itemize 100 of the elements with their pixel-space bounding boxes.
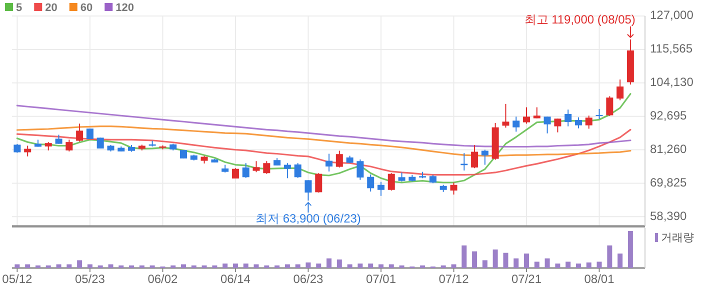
candlestick xyxy=(502,103,510,128)
bar xyxy=(35,265,40,268)
bar xyxy=(524,254,530,268)
candlestick xyxy=(606,96,614,116)
candlestick xyxy=(294,162,302,178)
bar xyxy=(451,264,456,268)
bar xyxy=(503,252,508,268)
candlestick xyxy=(367,174,374,192)
bar xyxy=(139,265,144,268)
bar xyxy=(108,264,114,268)
x-tick-label: 07/21 xyxy=(511,272,542,286)
candlestick xyxy=(96,137,104,149)
x-tick-label: 06/14 xyxy=(220,272,251,286)
candlestick xyxy=(471,144,478,169)
candlestick xyxy=(533,106,540,119)
bar xyxy=(295,264,300,268)
annotation: 최고 119,000 (08/05) xyxy=(524,12,636,26)
candlestick xyxy=(315,172,322,194)
candlestick xyxy=(544,116,551,134)
legend-label: 5 xyxy=(16,2,22,14)
annotation: 최저 63,900 (06/23) xyxy=(256,212,361,226)
bar xyxy=(378,264,384,268)
candlestick xyxy=(76,123,84,142)
bar xyxy=(618,254,623,268)
y-tick-label: 58,390 xyxy=(650,208,688,223)
legend-label: 120 xyxy=(116,2,134,14)
bar xyxy=(514,258,519,268)
x-tick-label: 07/01 xyxy=(366,272,396,286)
bar xyxy=(66,264,72,268)
bar xyxy=(222,264,228,268)
bar xyxy=(118,265,124,268)
line-series xyxy=(16,104,632,148)
bar xyxy=(46,265,51,268)
x-tick-label: 06/02 xyxy=(148,272,178,286)
line-series xyxy=(16,93,632,184)
y-tick-label: 92,695 xyxy=(650,108,688,123)
candlestick xyxy=(66,139,73,152)
bar xyxy=(462,245,467,268)
bar xyxy=(492,250,498,268)
candlestick xyxy=(284,162,291,179)
bar xyxy=(56,264,62,268)
candlestick xyxy=(585,115,592,130)
candlestick xyxy=(564,109,572,127)
bar xyxy=(326,258,332,268)
legend-label: 20 xyxy=(45,2,58,14)
bar xyxy=(336,259,342,268)
candlestick xyxy=(55,134,62,144)
candlestick xyxy=(523,106,530,124)
candlestick xyxy=(242,162,250,178)
bar xyxy=(87,264,92,268)
bar xyxy=(482,260,488,268)
candlestick xyxy=(326,153,333,172)
bar xyxy=(191,265,196,268)
candlestick xyxy=(512,116,520,132)
candlestick xyxy=(377,181,384,196)
candlestick xyxy=(596,108,603,120)
candlestick xyxy=(450,182,458,196)
bar xyxy=(212,265,218,268)
y-tick-label: 81,260 xyxy=(650,142,688,156)
bar xyxy=(232,264,238,268)
bar xyxy=(316,264,322,268)
candlestick xyxy=(356,158,364,180)
bar xyxy=(566,262,571,268)
bar xyxy=(347,264,352,268)
bar xyxy=(555,264,560,268)
bar xyxy=(25,264,30,268)
bar xyxy=(586,262,592,268)
candlestick xyxy=(263,160,270,174)
bar xyxy=(472,251,478,268)
x-tick-label: 05/23 xyxy=(74,272,106,286)
bar xyxy=(576,264,581,268)
legend-label: 60 xyxy=(80,2,93,14)
x-tick-label: 07/12 xyxy=(438,272,470,286)
bar xyxy=(243,264,248,268)
candlestick xyxy=(388,172,395,192)
bar xyxy=(14,264,20,268)
y-tick-label: 115,565 xyxy=(650,42,693,56)
x-tick-label: 05/12 xyxy=(2,272,33,286)
bar xyxy=(181,264,186,268)
bar xyxy=(440,265,446,268)
bar xyxy=(628,231,633,268)
bar xyxy=(544,258,550,268)
bar xyxy=(77,260,82,268)
bar xyxy=(284,264,290,268)
candlestick xyxy=(336,150,343,168)
candlestick xyxy=(24,145,32,157)
candlestick xyxy=(481,149,488,166)
bar xyxy=(596,262,602,268)
bar xyxy=(534,262,540,268)
legend-label: 거래량 xyxy=(661,232,694,244)
bar xyxy=(129,265,134,268)
bar xyxy=(358,264,363,268)
bar xyxy=(420,265,426,268)
bar xyxy=(264,265,270,268)
bar xyxy=(388,264,394,268)
candlestick xyxy=(304,180,312,202)
candlestick xyxy=(86,128,94,140)
bar xyxy=(607,245,612,268)
candlestick xyxy=(616,78,624,101)
candlestick xyxy=(574,116,582,129)
